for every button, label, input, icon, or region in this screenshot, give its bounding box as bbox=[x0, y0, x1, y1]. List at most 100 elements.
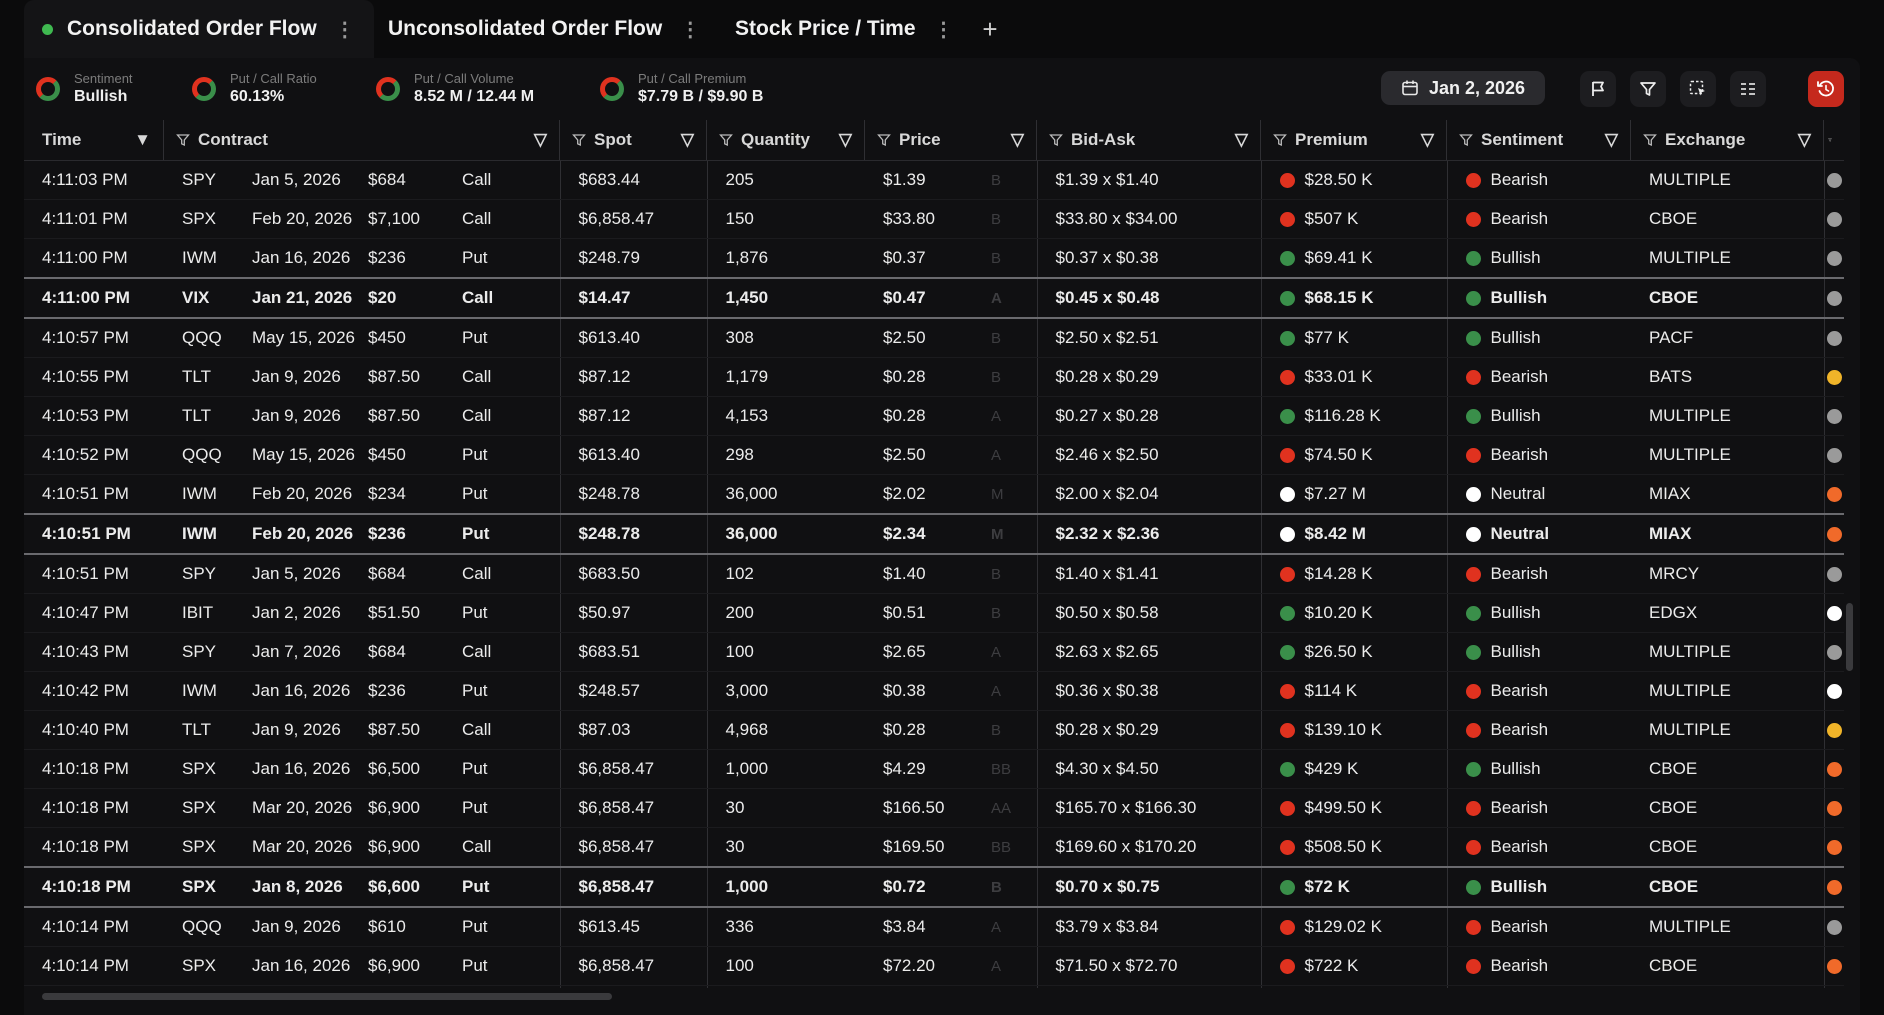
table-row[interactable]: 4:10:55 PM TLT Jan 9, 2026 $87.50 Call $87.12… bbox=[24, 357, 1844, 397]
price-cell: $2.02 M bbox=[865, 474, 1038, 515]
flag-button[interactable] bbox=[1580, 71, 1616, 107]
filter-icon[interactable] bbox=[877, 133, 891, 147]
vertical-scrollbar[interactable] bbox=[1846, 603, 1853, 671]
filter-icon[interactable] bbox=[176, 133, 190, 147]
sort-toggle-icon[interactable]: ▽ bbox=[680, 130, 694, 149]
table-row[interactable]: 4:11:00 PM VIX Jan 21, 2026 $20 Call $14.47 1,… bbox=[24, 277, 1844, 319]
filter-button[interactable] bbox=[1630, 71, 1666, 107]
table-row[interactable]: 4:10:51 PM IWM Feb 20, 2026 $234 Put $248.78 3… bbox=[24, 474, 1844, 515]
tab-menu-icon[interactable]: ⋮ bbox=[334, 18, 355, 41]
trade-side-badge: AA bbox=[991, 800, 1012, 817]
exchange-cell: CBOE bbox=[1631, 788, 1825, 828]
tab-stock-price-time[interactable]: Stock Price / Time ⋮ bbox=[735, 0, 954, 58]
table-row[interactable]: 4:10:52 PM QQQ May 15, 2026 $450 Put $613.40 2… bbox=[24, 435, 1844, 475]
filter-icon[interactable] bbox=[719, 133, 733, 147]
table-row[interactable]: 4:10:18 PM SPX Mar 20, 2026 $6,900 Call $6,85… bbox=[24, 827, 1844, 868]
sentiment-status-dot bbox=[1465, 370, 1481, 386]
premium-value: $14.28 K bbox=[1304, 564, 1373, 583]
column-header-bid-ask[interactable]: Bid-Ask ▽ bbox=[1037, 120, 1261, 161]
table-row[interactable]: 4:10:14 PM SPX Jan 16, 2026 $6,900 Put $6,858… bbox=[24, 946, 1844, 986]
sort-toggle-icon[interactable]: ▽ bbox=[533, 130, 547, 149]
column-header-time[interactable]: Time ▼ bbox=[24, 120, 164, 161]
sort-toggle-icon[interactable]: ▽ bbox=[1604, 130, 1618, 149]
column-header-exchange[interactable]: Exchange ▽ bbox=[1631, 120, 1824, 161]
tab-menu-icon[interactable]: ⋮ bbox=[933, 18, 954, 41]
spot-cell: $6,858.47 bbox=[560, 946, 708, 986]
filter-icon[interactable] bbox=[1049, 133, 1063, 147]
contract-cell: IWM Feb 20, 2026 $236 Put bbox=[164, 513, 561, 555]
add-tab-button[interactable]: + bbox=[982, 13, 998, 44]
price-cell: $0.47 A bbox=[865, 277, 1038, 319]
table-row[interactable]: 4:11:00 PM IWM Jan 16, 2026 $236 Put $248.79 1… bbox=[24, 238, 1844, 279]
filter-icon[interactable] bbox=[1828, 133, 1832, 147]
strike: $450 bbox=[368, 328, 406, 347]
table-row[interactable]: 4:10:14 PM QQQ Jan 9, 2026 $610 Put $613.45 33… bbox=[24, 907, 1844, 947]
stat-value: $7.79 B / $9.90 B bbox=[638, 88, 764, 105]
sentiment-status-dot bbox=[1465, 212, 1481, 228]
table-row[interactable]: 4:10:51 PM SPY Jan 5, 2026 $684 Call $683.50 1… bbox=[24, 554, 1844, 594]
column-header-spot[interactable]: Spot ▽ bbox=[560, 120, 707, 161]
table-row[interactable]: 4:10:18 PM SPX Jan 16, 2026 $6,500 Put $6,858… bbox=[24, 749, 1844, 789]
filter-icon[interactable] bbox=[1459, 133, 1473, 147]
option-type: Put bbox=[462, 798, 488, 817]
column-header-sentiment[interactable]: Sentiment ▽ bbox=[1447, 120, 1631, 161]
table-row[interactable]: 4:10:53 PM TLT Jan 9, 2026 $87.50 Call $87.12… bbox=[24, 396, 1844, 436]
column-header-contract[interactable]: Contract ▽ bbox=[164, 120, 560, 161]
filter-icon[interactable] bbox=[1643, 133, 1657, 147]
sort-toggle-icon[interactable]: ▽ bbox=[1797, 130, 1811, 149]
tab-menu-icon[interactable]: ⋮ bbox=[680, 18, 701, 41]
table-row[interactable]: 4:11:01 PM SPX Feb 20, 2026 $7,100 Call $6,85… bbox=[24, 199, 1844, 239]
sentiment-value: Bearish bbox=[1490, 681, 1549, 700]
expiry: Jan 7, 2026 bbox=[252, 642, 341, 661]
time-cell: 4:11:00 PM bbox=[24, 277, 164, 319]
bid-ask-cell: $169.60 x $170.30 bbox=[1037, 985, 1262, 988]
order-flow-panel: Sentiment Bullish Put / Call Ratio 60.13… bbox=[24, 58, 1860, 1015]
table-row[interactable]: 4:10:42 PM IWM Jan 16, 2026 $236 Put $248.57 3… bbox=[24, 671, 1844, 711]
sort-toggle-icon[interactable]: ▽ bbox=[1420, 130, 1434, 149]
table-row[interactable]: 4:10:57 PM QQQ May 15, 2026 $450 Put $613.40 3… bbox=[24, 318, 1844, 358]
sort-toggle-icon[interactable]: ▽ bbox=[1010, 130, 1024, 149]
spot-cell: $14.47 bbox=[560, 277, 708, 319]
column-header-quantity[interactable]: Quantity ▽ bbox=[707, 120, 865, 161]
table-row[interactable]: 4:10:51 PM IWM Feb 20, 2026 $236 Put $248.78 3… bbox=[24, 513, 1844, 555]
tab-consolidated-order-flow[interactable]: Consolidated Order Flow ⋮ bbox=[24, 0, 374, 58]
sort-toggle-icon[interactable]: ▽ bbox=[1234, 130, 1248, 149]
filter-icon[interactable] bbox=[1273, 133, 1287, 147]
option-type: Put bbox=[462, 759, 488, 778]
premium-cell: $10.20 K bbox=[1261, 593, 1448, 633]
horizontal-scrollbar[interactable] bbox=[42, 993, 612, 1000]
column-header-extra[interactable] bbox=[1824, 120, 1844, 161]
column-header-price[interactable]: Price ▽ bbox=[865, 120, 1037, 161]
expiry: Jan 21, 2026 bbox=[252, 288, 353, 307]
premium-status-dot bbox=[1279, 448, 1295, 464]
table-row[interactable]: 4:10:43 PM SPY Jan 7, 2026 $684 Call $683.51 1… bbox=[24, 632, 1844, 672]
premium-value: $26.50 K bbox=[1304, 642, 1373, 661]
trade-side-badge: A bbox=[991, 919, 1002, 936]
option-type: Put bbox=[462, 681, 488, 700]
price-cell: $169.85B bbox=[865, 985, 1038, 988]
table-row[interactable]: 4:10:18 PM SPX Mar 20, 2026 $6,900 Put $6,858… bbox=[24, 788, 1844, 828]
column-label: Bid-Ask bbox=[1071, 130, 1136, 149]
column-label: Exchange bbox=[1665, 130, 1746, 149]
premium-cell: $429 K bbox=[1261, 749, 1448, 789]
sort-toggle-icon[interactable]: ▽ bbox=[838, 130, 852, 149]
select-rows-button[interactable] bbox=[1680, 71, 1716, 107]
premium-cell: $26.50 K bbox=[1261, 632, 1448, 672]
date-picker-button[interactable]: Jan 2, 2026 bbox=[1381, 71, 1545, 105]
filter-icon[interactable] bbox=[572, 133, 586, 147]
tab-unconsolidated-order-flow[interactable]: Unconsolidated Order Flow ⋮ bbox=[388, 0, 700, 58]
table-row[interactable]: 4:11:03 PM SPY Jan 5, 2026 $684 Call $683.44 2… bbox=[24, 160, 1844, 200]
columns-button[interactable] bbox=[1730, 71, 1766, 107]
table-row[interactable]: 4:10:40 PM TLT Jan 9, 2026 $87.50 Call $87.03… bbox=[24, 710, 1844, 750]
spot-cell: $683.51 bbox=[560, 632, 708, 672]
reset-button[interactable] bbox=[1808, 71, 1844, 107]
live-status-dot bbox=[42, 23, 53, 35]
premium-status-dot bbox=[1279, 840, 1295, 856]
exchange-cell: PACF bbox=[1631, 318, 1825, 358]
sort-desc-icon[interactable]: ▼ bbox=[134, 130, 151, 149]
column-header-premium[interactable]: Premium ▽ bbox=[1261, 120, 1447, 161]
quantity-cell: 30 bbox=[707, 827, 865, 868]
table-row[interactable]: 4:10:47 PM IBIT Jan 2, 2026 $51.50 Put $50.97… bbox=[24, 593, 1844, 633]
table-row[interactable]: 4:10:18 PM SPX Jan 8, 2026 $6,600 Put $6,858.… bbox=[24, 866, 1844, 908]
